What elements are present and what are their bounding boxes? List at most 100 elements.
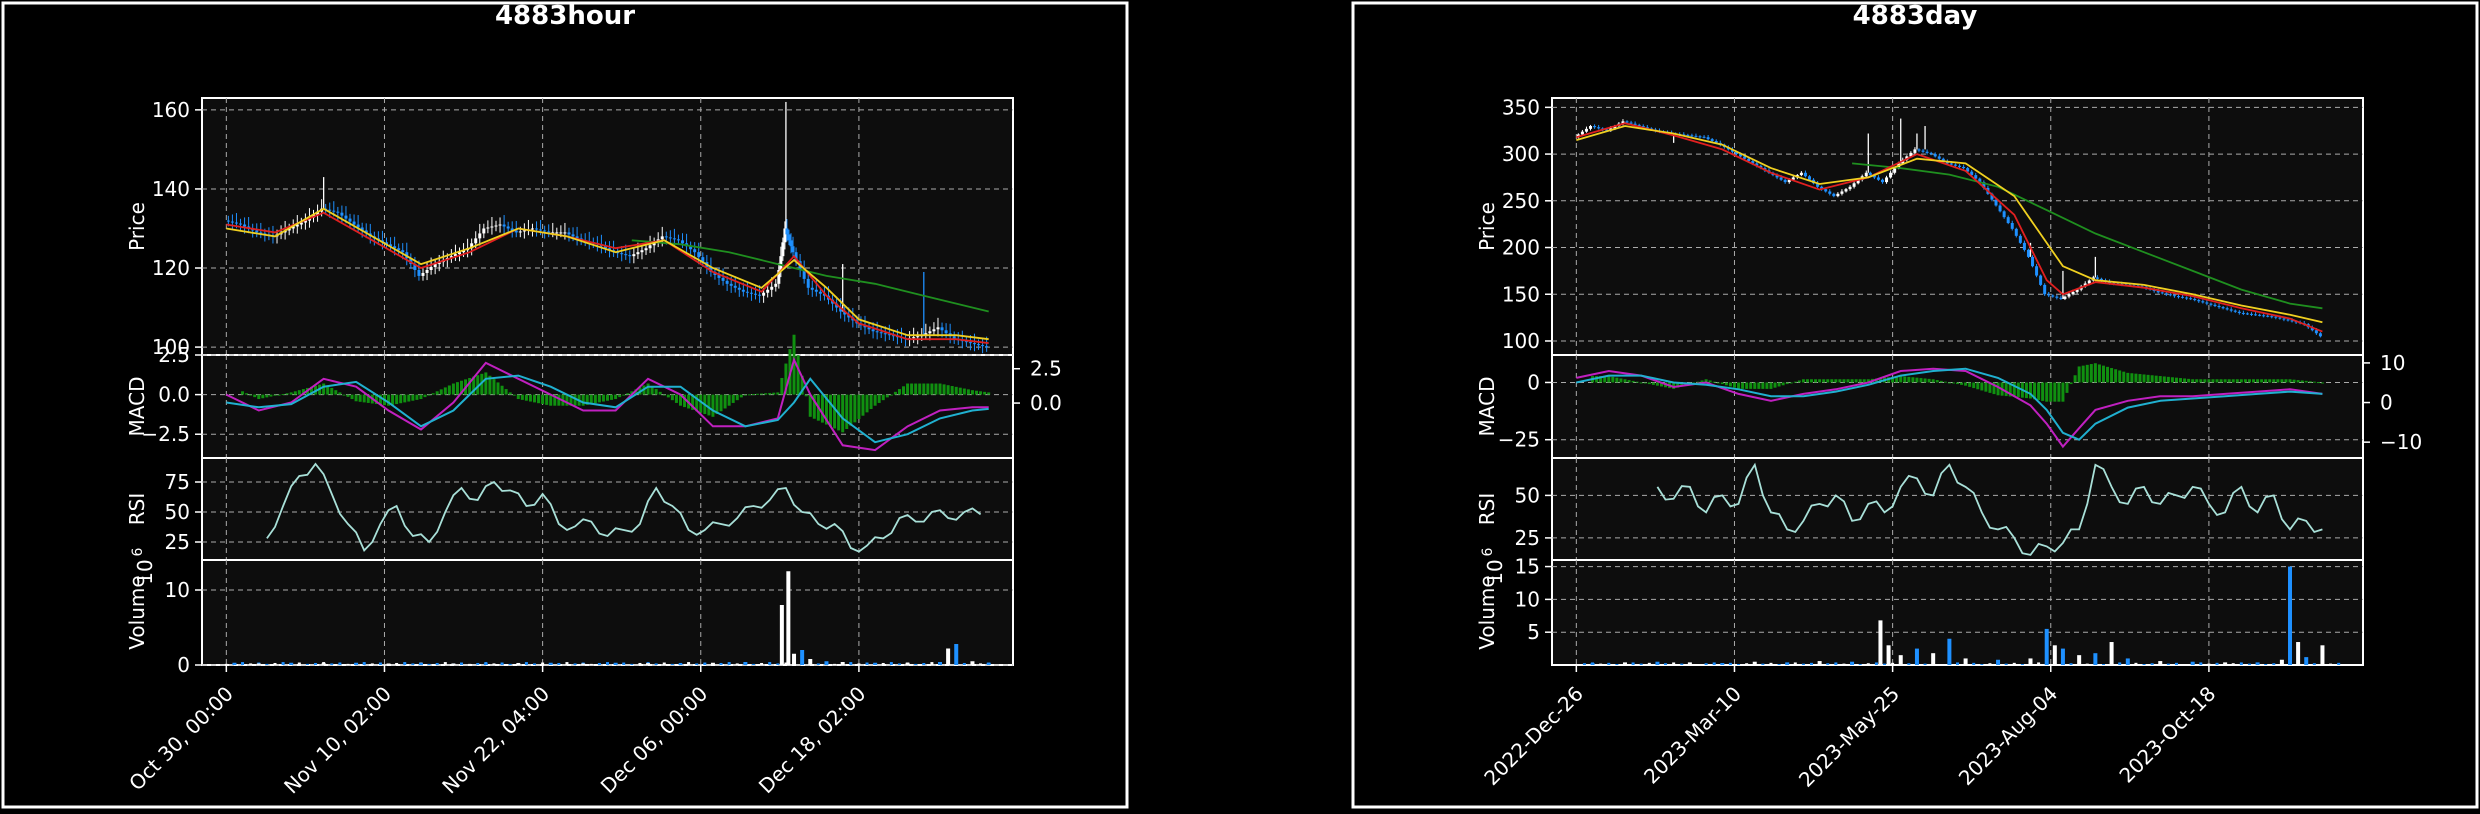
macd-histogram-bar [857, 394, 861, 420]
macd-histogram-bar [2154, 375, 2158, 383]
volume-bar [2044, 628, 2049, 665]
price-candle-body [1787, 179, 1791, 183]
macd-histogram-bar [1927, 378, 1931, 383]
volume-bar [905, 662, 910, 665]
macd-histogram-bar [2158, 376, 2162, 383]
volume-bar [1696, 664, 1700, 665]
volume-bar [2069, 663, 2073, 665]
macd-histogram-bar [1753, 382, 1757, 389]
price-candle-body [1739, 154, 1743, 157]
price-candle-body [1613, 126, 1617, 129]
macd-histogram-bar [711, 394, 715, 417]
chart-title: 4883day [1853, 1, 1978, 31]
price-candle-body [1836, 193, 1840, 197]
macd-histogram-bar [1830, 379, 1834, 383]
volume-bar [451, 663, 456, 665]
macd-histogram-bar [780, 377, 784, 395]
volume-bar [1647, 662, 1651, 665]
macd-histogram-bar [1603, 376, 1607, 383]
volume-bar [1874, 662, 1878, 665]
rsi-ytick-label: 50 [165, 500, 190, 524]
price-candle-body [871, 329, 875, 332]
volume-bar [2288, 566, 2293, 665]
price-candle-body [766, 289, 770, 293]
macd-histogram-bar [845, 394, 849, 430]
price-candle-body [2014, 228, 2018, 236]
volume-bar [418, 662, 423, 665]
price-candle-body [1885, 177, 1889, 183]
rsi-ylabel: RSI [1475, 493, 1499, 526]
macd-histogram-bar [2231, 379, 2235, 383]
macd-histogram-bar [1595, 376, 1599, 383]
price-candle-body [555, 232, 559, 234]
macd-histogram-bar [350, 394, 354, 400]
price-candle-body [1828, 191, 1832, 194]
macd-histogram-bar [496, 382, 500, 395]
macd-histogram-bar [2045, 382, 2049, 402]
macd-histogram-bar [1903, 376, 1907, 383]
volume-bar [273, 662, 277, 665]
volume-bar [362, 662, 366, 665]
macd-histogram-bar [391, 394, 395, 405]
price-ytick-label: 120 [152, 256, 190, 280]
macd-histogram-bar [460, 380, 464, 395]
volume-bar [2004, 663, 2008, 665]
volume-bar [2190, 661, 2195, 665]
price-candle-body [843, 311, 847, 315]
price-candle-body [226, 220, 230, 222]
macd-histogram-bar [492, 379, 496, 395]
volume-bar [2093, 653, 2098, 665]
volume-bar [2101, 664, 2105, 665]
macd-histogram-bar [427, 394, 431, 396]
price-candle-body [1690, 135, 1694, 137]
volume-bar [1891, 662, 1895, 665]
price-candle-body [749, 292, 753, 294]
price-candle-body [1743, 156, 1747, 159]
volume-bar [986, 662, 991, 665]
price-candle-body [887, 334, 891, 336]
volume-bar [1907, 663, 1911, 665]
price-candle-body [1970, 171, 1974, 176]
price-ytick-label: 200 [1502, 236, 1540, 260]
volume-exponent-label: 10 [1483, 559, 1507, 584]
figure-border [1, 1, 1129, 809]
macd-histogram-bar [322, 383, 326, 395]
volume-bar [873, 662, 878, 665]
macd-histogram-bar [650, 386, 654, 395]
price-axes [201, 97, 1014, 356]
price-candle-body [2087, 280, 2091, 284]
macd-histogram-bar [601, 394, 605, 402]
macd-histogram-bar [277, 394, 281, 396]
volume-bar [2231, 663, 2235, 665]
macd-histogram-bar [2187, 378, 2191, 383]
macd-histogram-bar [553, 394, 557, 406]
macd-histogram-bar [812, 394, 816, 419]
volume-bar [1826, 663, 1830, 665]
volume-bar [1761, 663, 1765, 665]
price-candle-body [721, 277, 725, 281]
price-candle-body [737, 287, 741, 290]
price-candle-body [1998, 205, 2002, 212]
macd-histogram-bar [447, 385, 451, 395]
macd-histogram-bar [719, 394, 723, 412]
volume-bar [776, 663, 780, 665]
price-candle-body [944, 330, 948, 334]
price-candle-body [2193, 298, 2197, 301]
price-candle-body [421, 272, 425, 276]
volume-bar [1745, 663, 1749, 665]
price-candle-body [985, 346, 989, 348]
volume-bar [573, 663, 577, 665]
price-candle-body [2059, 297, 2063, 299]
macd-histogram-bar [2243, 379, 2247, 383]
macd-histogram-bar [1923, 378, 1927, 383]
price-candle-body [924, 333, 928, 336]
macd-histogram-bar [2041, 382, 2045, 401]
macd-histogram-bar [2235, 379, 2239, 383]
price-candle-body [733, 285, 737, 288]
price-candle-body [1844, 189, 1848, 192]
macd-histogram-bar [865, 394, 869, 413]
price-ytick-label: 100 [152, 335, 190, 359]
macd-histogram-bar [2073, 375, 2077, 383]
price-candle-body [2286, 319, 2290, 321]
macd-histogram-bar [2126, 372, 2130, 383]
